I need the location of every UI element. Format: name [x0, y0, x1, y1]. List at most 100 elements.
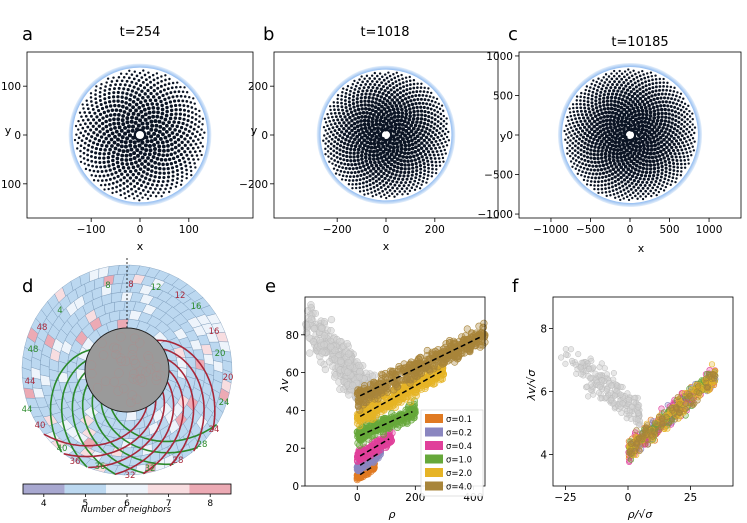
vortex-dot	[630, 174, 635, 178]
vortex-dot	[436, 115, 440, 119]
vortex-dot	[592, 149, 597, 153]
vortex-dot	[345, 158, 349, 163]
vortex-dot	[612, 115, 617, 120]
vortex-dot	[326, 145, 330, 148]
vortex-dot	[83, 141, 87, 145]
vortex-dot	[611, 151, 616, 156]
vortex-dot	[389, 124, 394, 129]
vortex-dot	[427, 138, 431, 142]
vortex-dot	[112, 166, 116, 171]
vortex-dot	[139, 192, 142, 195]
vortex-dot	[658, 178, 662, 182]
vortex-dot	[619, 101, 624, 106]
vortex-dot	[635, 105, 640, 110]
vortex-dot	[146, 167, 150, 172]
vortex-dot	[606, 83, 610, 87]
vortex-dot	[576, 109, 579, 113]
vortex-dot	[432, 137, 436, 141]
vortex-dot	[613, 107, 617, 112]
vortex-dot	[679, 174, 683, 177]
vortex-dot	[618, 69, 621, 73]
vortex-dot	[395, 98, 399, 102]
vortex-dot	[149, 173, 153, 178]
vortex-dot	[648, 170, 652, 175]
vortex-dot	[169, 108, 174, 113]
vortex-dot	[351, 179, 355, 182]
vortex-dot	[329, 105, 332, 108]
vortex-dot	[630, 94, 635, 99]
vortex-dot	[148, 98, 153, 103]
vortex-dot	[342, 112, 346, 116]
vortex-dot	[170, 147, 174, 152]
vortex-dot	[393, 183, 397, 187]
vortex-dot	[439, 112, 443, 116]
vortex-dot	[90, 104, 94, 107]
vortex-dot	[415, 134, 420, 139]
vortex-dot	[400, 73, 403, 77]
gray-point	[320, 318, 329, 326]
vortex-dot	[583, 131, 587, 136]
vortex-dot	[441, 129, 445, 133]
vortex-dot	[628, 193, 632, 197]
vortex-dot	[577, 137, 582, 141]
vortex-dot	[168, 116, 173, 121]
vortex-dot	[362, 189, 366, 193]
vortex-dot	[149, 186, 152, 190]
vortex-dot	[104, 85, 107, 88]
core-cell	[132, 375, 143, 385]
vortex-dot	[330, 137, 334, 141]
vortex-dot	[132, 85, 136, 89]
vortex-dot	[618, 74, 621, 78]
core-cell	[135, 373, 145, 384]
vortex-dot	[433, 133, 437, 137]
vortex-dot	[332, 167, 336, 170]
vortex-dot	[168, 77, 171, 81]
vortex-dot	[345, 118, 349, 122]
vortex-dot	[633, 97, 638, 101]
vortex-dot	[605, 78, 609, 81]
core-cell	[127, 390, 138, 400]
colorbar-tick-label: 5	[83, 499, 89, 509]
vortex-dot	[107, 95, 111, 100]
vortex-dot	[142, 69, 145, 72]
vortex-dot	[582, 154, 586, 158]
vortex-dot	[633, 102, 638, 107]
vortex-dot	[629, 103, 634, 108]
vortex-dot	[176, 177, 179, 180]
vortex-dot	[98, 130, 102, 134]
vortex-dot	[151, 110, 156, 115]
vortex-dot	[614, 92, 619, 96]
vortex-dot	[676, 162, 679, 166]
vortex-dot	[189, 143, 193, 147]
vortex-dot	[579, 119, 583, 123]
vortex-dot	[378, 181, 382, 185]
vortex-dot	[153, 175, 157, 179]
vortex-dot	[180, 140, 184, 145]
vortex-dot	[358, 144, 362, 149]
vortex-dot	[601, 171, 606, 175]
vortex-dot	[643, 184, 647, 187]
vortex-dot	[614, 111, 619, 116]
vortex-dot	[640, 139, 645, 144]
vortex-dot	[381, 91, 385, 96]
vortex-dot	[177, 129, 182, 133]
vortex-dot	[173, 128, 177, 132]
vortex-dot	[636, 186, 640, 190]
vortex-dot	[381, 84, 385, 88]
vortex-dot	[116, 152, 120, 157]
vortex-dot	[411, 117, 416, 121]
vortex-dot	[427, 166, 430, 170]
vortex-dot	[125, 92, 129, 96]
vortex-dot	[88, 168, 92, 172]
vortex-dot	[386, 185, 390, 189]
vortex-dot	[368, 174, 372, 178]
vortex-dot	[676, 91, 679, 94]
vortex-dot	[371, 177, 375, 181]
vortex-dot	[402, 85, 406, 89]
vortex-dot	[412, 154, 416, 159]
vortex-dot	[604, 86, 608, 90]
vortex-dot	[596, 153, 600, 157]
vortex-dot	[660, 152, 665, 157]
series-point	[394, 398, 402, 406]
